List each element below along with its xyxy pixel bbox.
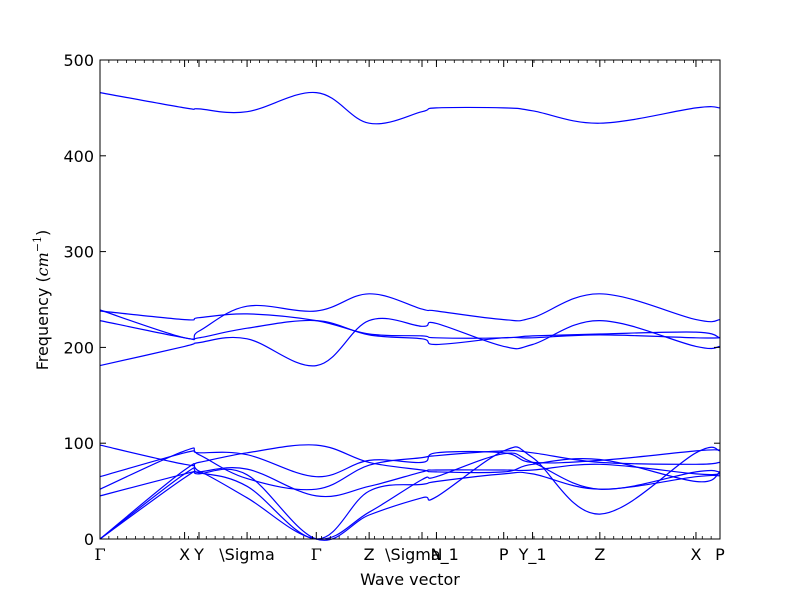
phonon-branch-11: [99, 293, 721, 340]
x-axis-ticks: Γ X Y \Sigma Γ Z \Sigma_1N P Y_1 Z X P: [94, 60, 725, 565]
y-axis-label-close: ): [33, 230, 52, 236]
phonon-branch-3: [99, 452, 721, 540]
phonon-branch-5: [99, 447, 721, 491]
x-tick-label: Y_1: [518, 545, 547, 565]
x-tick-label: Z: [364, 545, 375, 564]
x-axis-label: Wave vector: [360, 570, 460, 589]
y-tick-label: 400: [63, 147, 94, 166]
x-tick-label: P: [715, 545, 725, 564]
x-tick-label: N: [430, 545, 442, 564]
x-tick-label: X: [179, 545, 190, 564]
y-axis-ticks: 0 100 200 300 400 500: [63, 51, 720, 549]
phonon-branch-12: [99, 91, 721, 125]
y-tick-label: 500: [63, 51, 94, 70]
y-tick-label: 0: [84, 530, 94, 549]
x-tick-label: Γ: [311, 545, 322, 564]
y-axis-label-text: Frequency (: [33, 276, 52, 370]
series-layer: [99, 91, 721, 541]
phonon-branch-9: [99, 319, 721, 346]
y-tick-label: 100: [63, 434, 94, 453]
phonon-branch-1: [99, 467, 721, 540]
x-tick-label: Γ: [94, 545, 105, 564]
plot-frame: [99, 59, 721, 540]
phonon-branch-6: [99, 449, 721, 478]
phonon-branch-4: [99, 463, 721, 498]
y-tick-label: 300: [63, 243, 94, 262]
x-tick-label: X: [690, 545, 701, 564]
x-tick-label: P: [499, 545, 509, 564]
x-tick-label: Y: [193, 545, 204, 564]
phonon-branch-8: [99, 317, 721, 367]
phonon-branch-2: [99, 446, 721, 541]
y-tick-label: 200: [63, 338, 94, 357]
x-tick-label: Z: [594, 545, 605, 564]
y-axis-label-exponent: −1: [31, 236, 44, 252]
phonon-branch-10: [99, 310, 721, 339]
y-axis-label: Frequency (cm−1): [31, 230, 52, 371]
phonon-branch-7: [99, 444, 721, 483]
x-tick-label: \Sigma: [219, 545, 275, 564]
x-tick-label: \Sigma_1: [385, 545, 459, 565]
y-axis-label-unit: cm: [33, 252, 52, 276]
